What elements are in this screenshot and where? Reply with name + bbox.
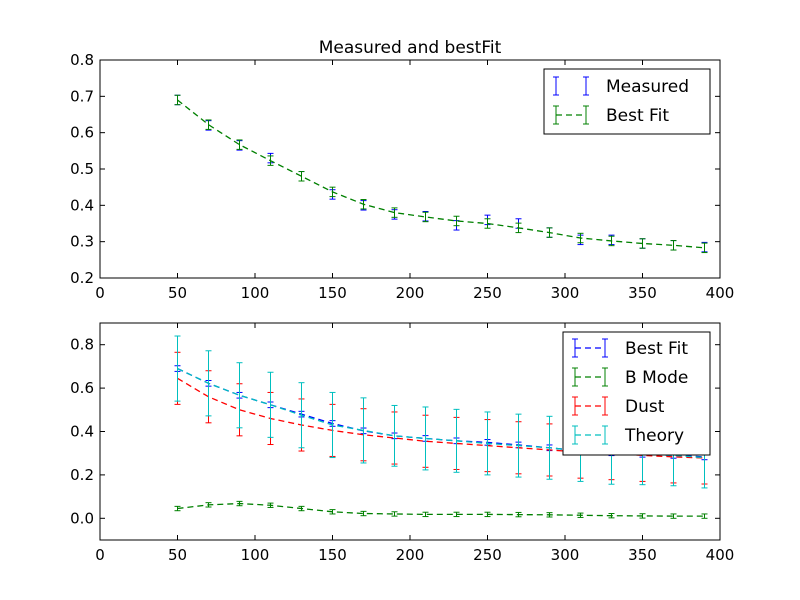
top-legend-item-measured: Measured — [553, 76, 689, 97]
top-ytick-label: 0.5 — [70, 160, 94, 178]
bottom-xtick-label: 350 — [628, 546, 657, 564]
top-legend-items: Measured Best Fit — [553, 76, 689, 126]
bottom-axis-ticks: 0 50 100 150 200 250 300 350 400 0.0 0.2 0.4 0.6 0.8 — [70, 323, 734, 564]
bottom-xtick-label: 50 — [168, 546, 187, 564]
bottom-legend-item-theory: Theory — [572, 425, 684, 446]
top-legend-item-best-fit: Best Fit — [553, 105, 669, 126]
bottom-ytick-label: 0.6 — [70, 379, 94, 397]
top-legend-label: Measured — [606, 77, 689, 97]
bottom-xtick-label: 300 — [551, 546, 580, 564]
top-ytick-label: 0.3 — [70, 233, 94, 251]
bottom-b-mode-line — [177, 502, 705, 517]
bottom-xtick-label: 100 — [241, 546, 270, 564]
bottom-xtick-label: 400 — [706, 546, 735, 564]
top-legend: Measured Best Fit — [543, 68, 711, 135]
top-xtick-label: 350 — [628, 284, 657, 302]
bottom-ytick-label: 0.0 — [70, 509, 94, 527]
top-legend-label: Best Fit — [606, 106, 669, 126]
top-xtick-label: 150 — [318, 284, 347, 302]
bottom-legend-box — [562, 331, 711, 456]
bottom-xtick-label: 200 — [396, 546, 425, 564]
bottom-ytick-label: 0.8 — [70, 336, 94, 354]
top-ytick-label: 0.6 — [70, 124, 94, 142]
top-axis-ticks: 0 50 100 150 200 250 300 350 400 0.2 0.3 0.4 0.5 0.6 0… — [70, 51, 734, 302]
bottom-xtick-label: 250 — [473, 546, 502, 564]
top-panel: Measured and bestFit 0 50 100 150 200 250 300 3… — [70, 38, 734, 302]
top-xtick-label: 50 — [168, 284, 187, 302]
top-xtick-label: 0 — [95, 284, 105, 302]
top-ytick-label: 0.7 — [70, 87, 94, 105]
top-xtick-label: 100 — [241, 284, 270, 302]
top-xtick-label: 200 — [396, 284, 425, 302]
bottom-legend-label: Best Fit — [625, 339, 688, 359]
bottom-legend-item-dust: Dust — [572, 396, 665, 417]
top-xtick-label: 400 — [706, 284, 735, 302]
bottom-legend-item-best-fit: Best Fit — [572, 338, 688, 359]
bottom-legend-items: Best Fit B Mode Dust Theory — [572, 338, 688, 446]
top-best-fit-line — [177, 99, 705, 249]
bottom-legend-label: Theory — [624, 426, 684, 446]
bottom-ytick-label: 0.4 — [70, 423, 94, 441]
bottom-panel: 0 50 100 150 200 250 300 350 4000.00.20.40.60.8 … — [70, 322, 734, 564]
bottom-series-b-mode — [174, 500, 708, 519]
bottom-legend-label: Dust — [625, 397, 665, 417]
top-series-best-fit — [174, 94, 708, 254]
top-ytick-label: 0.8 — [70, 51, 94, 69]
top-legend-box — [543, 68, 711, 135]
bottom-xtick-label: 0 — [95, 546, 105, 564]
bottom-xtick-label: 150 — [318, 546, 347, 564]
bottom-legend-item-b-mode: B Mode — [572, 367, 688, 388]
top-ytick-label: 0.4 — [70, 196, 94, 214]
bottom-legend: Best Fit B Mode Dust Theory — [562, 331, 711, 456]
top-chart-title: Measured and bestFit — [319, 38, 502, 58]
top-xtick-label: 250 — [473, 284, 502, 302]
top-ytick-label: 0.2 — [70, 269, 94, 287]
top-xtick-label: 300 — [551, 284, 580, 302]
bottom-legend-label: B Mode — [625, 368, 688, 388]
bottom-ytick-label: 0.2 — [70, 466, 94, 484]
top-series-layer — [174, 94, 708, 254]
